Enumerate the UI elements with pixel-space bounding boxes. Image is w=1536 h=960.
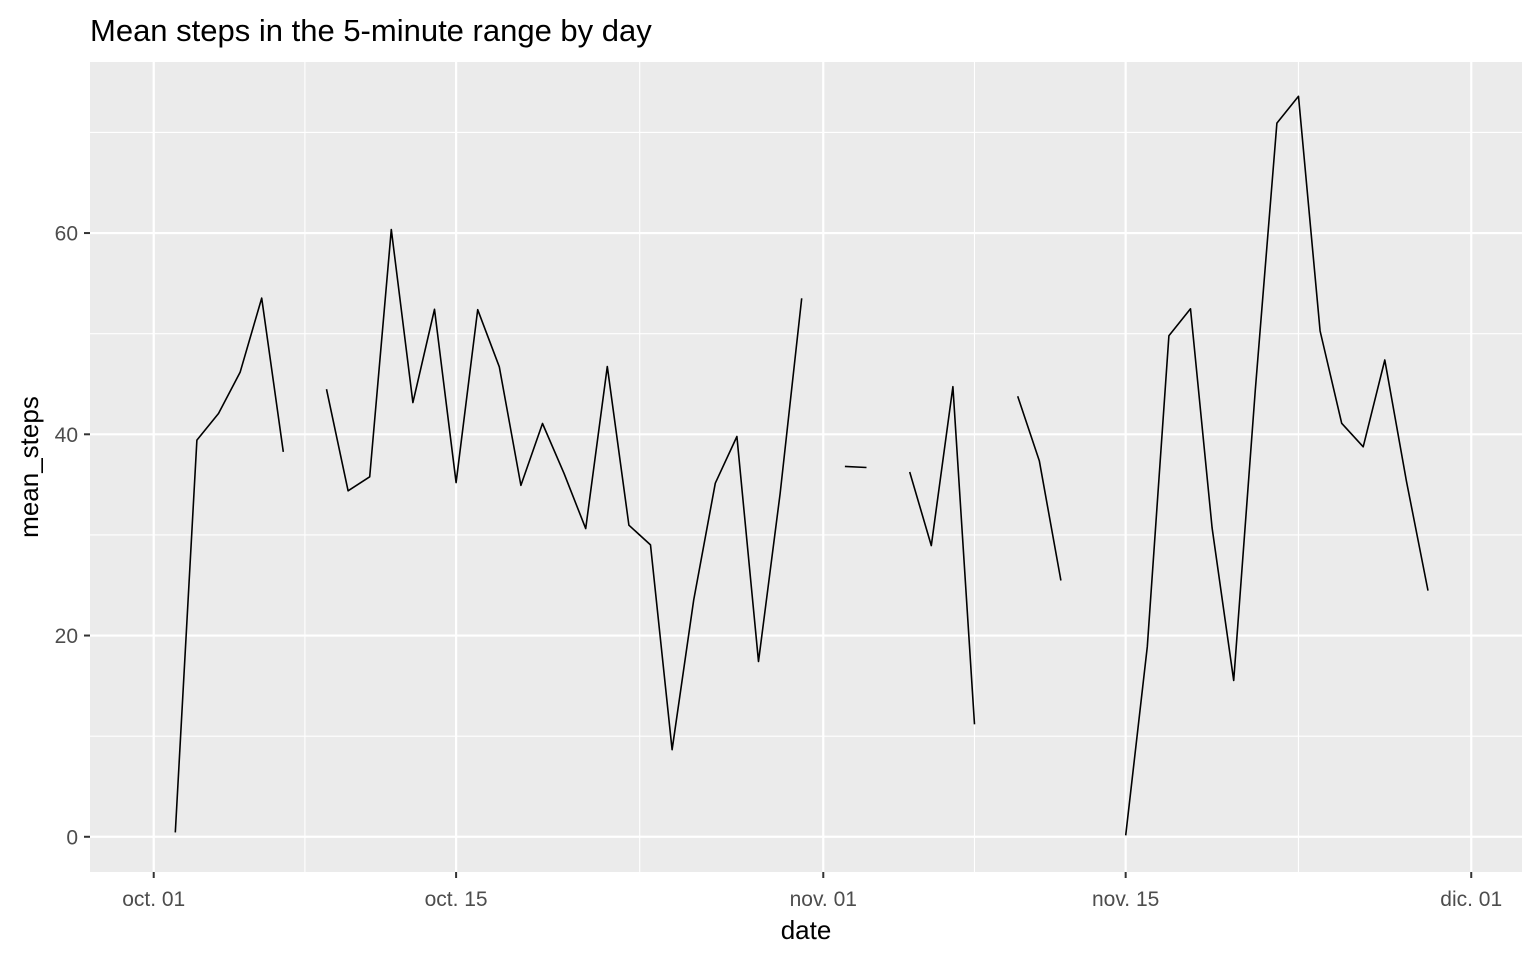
x-tick-label: oct. 01: [122, 888, 185, 911]
y-axis-title: mean_steps: [14, 396, 44, 538]
line-segment: [1124, 95, 1429, 836]
line-segment: [174, 297, 285, 833]
plot-panel: [90, 62, 1522, 872]
data-series: [174, 95, 1429, 836]
chart-title: Mean steps in the 5-minute range by day: [90, 13, 652, 48]
y-tick-label: 60: [55, 223, 78, 246]
y-axis: 0 20 40 60: [55, 223, 90, 849]
y-tick-label: 20: [55, 625, 78, 648]
line-segment: [844, 465, 867, 469]
minor-gridlines: [90, 62, 1522, 872]
x-tick-label: oct. 15: [425, 888, 488, 911]
x-tick-label: nov. 15: [1092, 888, 1159, 911]
x-tick-label: nov. 01: [790, 888, 857, 911]
x-tick-label: dic. 01: [1440, 888, 1502, 911]
y-tick-label: 40: [55, 424, 78, 447]
major-gridlines: [90, 62, 1522, 872]
x-axis-title: date: [781, 915, 832, 945]
line-segment: [1016, 396, 1062, 581]
line-segment: [908, 385, 976, 725]
line-segment: [325, 228, 803, 751]
y-tick-label: 0: [66, 826, 78, 849]
x-axis: oct. 01 oct. 15 nov. 01 nov. 15 dic. 01: [122, 872, 1502, 911]
